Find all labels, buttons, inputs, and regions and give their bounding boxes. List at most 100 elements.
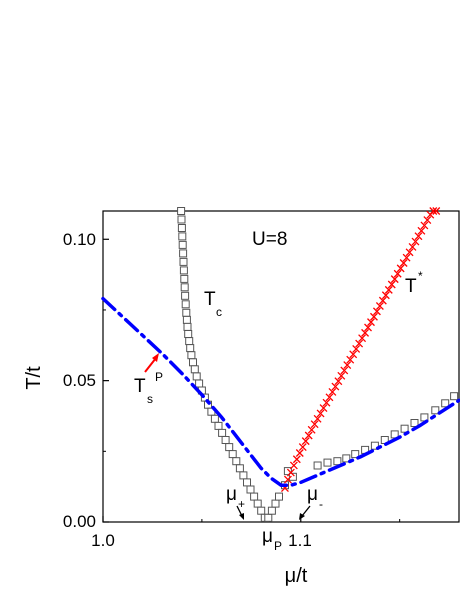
square-point (179, 257, 188, 266)
square-point (183, 322, 192, 331)
cross-point (387, 280, 396, 289)
cross-point (286, 468, 295, 477)
square-point (257, 506, 266, 515)
square-point (214, 421, 223, 430)
square-point (195, 379, 204, 388)
cross-point (298, 443, 307, 452)
square-point (267, 506, 276, 515)
tsp-annotation-sup: P (155, 370, 163, 384)
square-point (187, 351, 196, 360)
square-point (288, 472, 297, 481)
square-point (186, 344, 195, 353)
cross-point (408, 242, 417, 251)
cross-point (414, 232, 423, 241)
cross-point (289, 461, 298, 470)
tc-annotation-sub: c (216, 305, 222, 319)
square-point (239, 471, 248, 480)
cross-point (352, 345, 361, 353)
mu-minus-annotation: μ (307, 484, 318, 505)
cross-point (349, 350, 358, 359)
cross-point (375, 302, 384, 310)
y-tick-label: 0.05 (63, 371, 96, 390)
series-layer (101, 207, 460, 522)
cross-point (399, 259, 408, 267)
square-point (190, 365, 199, 374)
x-tick-label: 1.0 (91, 531, 115, 550)
x-axis-label: μ/t (285, 565, 308, 587)
cross-point (396, 264, 405, 273)
square-point (243, 478, 251, 487)
mu-p-annotation: μ (262, 526, 273, 547)
cross-point (328, 387, 337, 396)
square-point (221, 436, 230, 444)
square-point (178, 232, 187, 241)
mu-minus-annotation-sub: - (319, 497, 323, 511)
tsp-annotation: T (134, 376, 146, 397)
cross-point (372, 307, 381, 316)
square-point (450, 392, 459, 401)
cross-point (301, 437, 310, 446)
square-point (181, 291, 190, 300)
cross-point (361, 328, 370, 337)
cross-point (384, 285, 393, 294)
cross-point (355, 339, 364, 348)
square-point (177, 207, 186, 215)
square-point (250, 492, 259, 501)
cross-point (322, 398, 331, 407)
mu-plus-arrow (236, 505, 244, 520)
cross-point (402, 253, 411, 262)
cross-point (283, 475, 292, 484)
square-point (264, 513, 273, 522)
square-point (400, 424, 409, 433)
cross-point (340, 366, 349, 375)
square-point (179, 249, 188, 258)
u-annotation: U=8 (252, 229, 287, 250)
cross-point (405, 248, 414, 257)
cross-point (390, 275, 399, 284)
square-point (441, 399, 450, 408)
square-point (271, 499, 280, 508)
mu-plus-annotation: μ (226, 484, 237, 505)
cross-point (313, 414, 322, 423)
red-arrow (144, 353, 159, 373)
square-point (177, 215, 186, 224)
cross-point (417, 226, 426, 235)
square-point (370, 441, 379, 450)
cross-point (334, 377, 343, 386)
square-point (228, 450, 237, 459)
cross-point (325, 393, 334, 402)
square-point (182, 308, 191, 317)
y-axis-label: T/t (23, 366, 45, 390)
square-point (218, 428, 227, 437)
tstar-annotation-sup: * (418, 269, 423, 283)
mu-plus-annotation-sub: + (238, 497, 245, 511)
cross-point (331, 382, 340, 391)
y-tick-label: 0.10 (63, 230, 96, 249)
tsp-annotation-sub: s (147, 392, 153, 406)
cross-point (292, 455, 301, 464)
square-point (342, 454, 351, 463)
cross-point (343, 361, 352, 370)
cross-point (411, 237, 420, 246)
cross-point (319, 404, 328, 413)
square-point (210, 414, 219, 423)
cross-point (423, 216, 432, 225)
square-point (235, 464, 244, 473)
cross-point (393, 269, 402, 278)
square-point (185, 337, 194, 346)
square-point (179, 266, 188, 275)
square-point (192, 372, 201, 381)
cross-point (432, 207, 441, 215)
tc-annotation: T (204, 289, 216, 310)
square-point (189, 358, 197, 367)
cross-point (307, 425, 316, 434)
axis-ticks (102, 238, 401, 523)
square-point (323, 458, 332, 467)
cross-point (369, 312, 378, 321)
square-point (246, 485, 255, 494)
cross-point (337, 371, 346, 380)
cross-point (295, 449, 304, 457)
cross-point (381, 291, 390, 300)
square-point (177, 224, 186, 232)
